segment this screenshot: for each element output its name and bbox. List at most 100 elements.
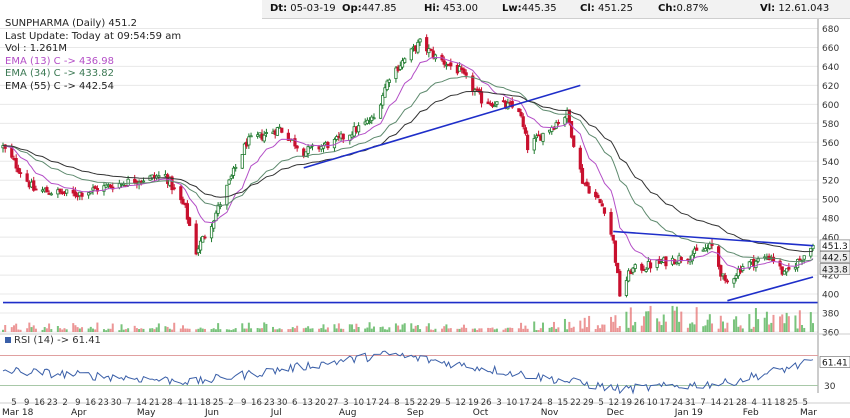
candle-body (648, 262, 653, 269)
ema55-legend: EMA (55) C -> 442.54 (5, 80, 114, 92)
volume-bar (274, 329, 277, 332)
volume-bar (610, 316, 613, 332)
x-day-label: 25 (213, 398, 224, 408)
candle-body (201, 236, 205, 243)
volume-bars (2, 305, 814, 332)
x-day-label: 28 (162, 398, 173, 408)
volume-bar (537, 330, 540, 332)
volume-bar (691, 322, 694, 332)
volume-bar (552, 321, 555, 332)
volume-bar (443, 326, 446, 332)
candle-body (780, 266, 784, 275)
candle-body (717, 246, 721, 267)
volume-bar (133, 325, 136, 332)
volume-bar (460, 327, 463, 332)
candle-body (782, 270, 787, 275)
candle-body (787, 267, 791, 270)
ema34-legend: EMA (34) C -> 433.82 (5, 68, 114, 79)
volume-bar (272, 326, 274, 332)
volume-bar (263, 322, 266, 332)
volume-bar (140, 328, 143, 332)
candle-body (425, 37, 429, 52)
volume-bar (517, 328, 520, 332)
volume-bar (803, 327, 806, 332)
volume-bar (87, 328, 90, 332)
candle-body (45, 187, 49, 193)
x-day-label: 10 (506, 398, 517, 408)
candle-body (403, 58, 407, 63)
volume-bar (768, 324, 771, 332)
x-day-label: 3 (343, 398, 348, 408)
candle-body (552, 127, 556, 130)
candle-body (433, 54, 438, 60)
volume-bar (642, 316, 645, 332)
candle-body (442, 60, 446, 65)
candle-body (225, 184, 229, 206)
volume-bar (364, 328, 367, 332)
volume-bar (627, 327, 630, 332)
volume-bar (737, 326, 740, 332)
candle-body (578, 147, 582, 170)
volume-bar (664, 321, 667, 332)
volume-bar (473, 328, 476, 332)
rsi-line (2, 350, 814, 395)
volume-bar (724, 328, 727, 332)
x-day-label: 23 (264, 398, 275, 408)
volume-bar (509, 327, 512, 332)
volume-bar (379, 327, 382, 332)
volume-bar (614, 315, 617, 332)
x-day-label: 12 (455, 398, 466, 408)
volume-bar (348, 324, 351, 332)
volume-bar (309, 328, 312, 332)
volume-bar (588, 315, 591, 332)
x-day-label: 25 (787, 398, 798, 408)
volume-bar (476, 329, 479, 332)
volume-bar (74, 325, 77, 332)
volume-bar (138, 329, 141, 332)
volume-bar (96, 322, 99, 332)
candle-body (87, 192, 91, 196)
candle-body (633, 264, 637, 269)
candle-body (65, 189, 69, 194)
volume-bar (278, 328, 281, 332)
volume-bar (394, 323, 397, 332)
candle-body (600, 203, 604, 207)
candle-body (690, 254, 694, 262)
volume-bar (757, 319, 760, 332)
ema13-legend: EMA (13) C -> 436.98 (5, 55, 114, 67)
volume-bar (357, 327, 360, 332)
volume-bar (28, 322, 31, 332)
volume-bar (228, 329, 231, 332)
y-tick-label: 480 (822, 215, 839, 225)
volume-bar (212, 328, 215, 332)
volume-bar (351, 324, 354, 332)
volume-bar (732, 319, 735, 332)
open-readout: Op:447.85 (342, 3, 397, 14)
x-day-label: 12 (608, 398, 619, 408)
volume-bar (735, 316, 738, 332)
volume-bar (399, 329, 402, 332)
volume-bar (320, 328, 323, 332)
volume-bar (752, 326, 755, 332)
volume-bar (48, 323, 51, 332)
volume-bar (599, 328, 602, 332)
volume-bar (702, 326, 705, 332)
candle-body (596, 194, 600, 199)
volume-bar (381, 326, 384, 332)
rsi-value-label: 61.41 (822, 358, 848, 368)
volume-bar (462, 324, 465, 332)
volume-bar (304, 327, 307, 332)
volume-bar (695, 307, 698, 332)
candle-body (293, 138, 297, 147)
volume-bar (17, 329, 20, 332)
trendline-upper-triangle (613, 230, 814, 247)
y-tick-label: 500 (822, 196, 839, 206)
candle-body (734, 275, 738, 279)
x-day-label: 29 (430, 398, 441, 408)
volume-bar (210, 329, 213, 332)
candle-body (418, 38, 422, 43)
volume-bar (195, 329, 198, 332)
candle-body (580, 167, 585, 184)
candle-body (416, 41, 420, 53)
